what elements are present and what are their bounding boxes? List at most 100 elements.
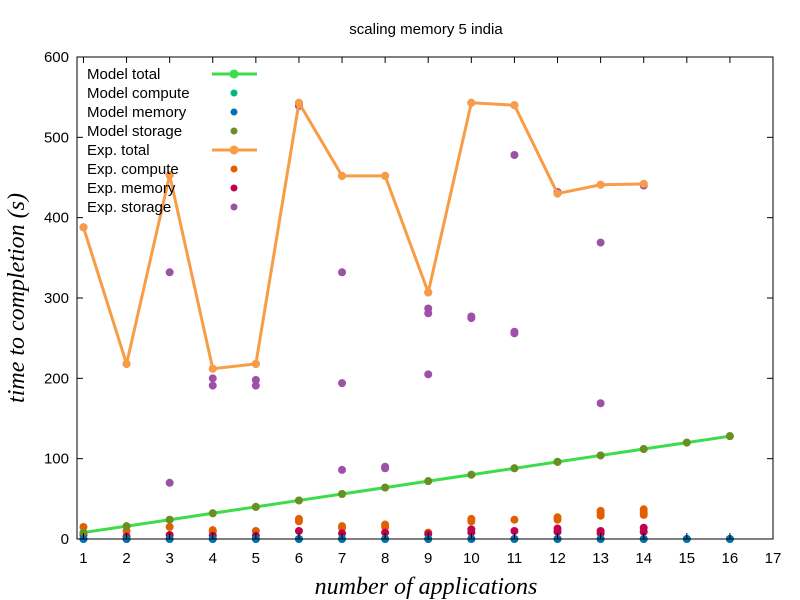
x-tick-label: 17 [765, 550, 782, 567]
legend-entry: Model compute [87, 85, 238, 102]
data-point [510, 151, 519, 160]
legend-marker [229, 145, 239, 155]
data-point [165, 522, 174, 531]
data-point [424, 309, 433, 318]
x-tick-label: 4 [209, 550, 217, 567]
data-point [424, 288, 433, 297]
x-axis-title: number of applications [315, 574, 538, 600]
legend-label: Exp. compute [87, 161, 179, 178]
data-point [596, 238, 605, 247]
data-point [510, 329, 519, 338]
legend-marker [230, 165, 238, 173]
legend-marker [229, 69, 239, 79]
legend-entry: Exp. storage [87, 199, 238, 216]
data-point [208, 381, 217, 390]
legend-label: Exp. memory [87, 180, 176, 197]
data-point [338, 465, 347, 474]
legend-entry: Model memory [87, 104, 238, 121]
data-point [122, 522, 131, 531]
data-point [510, 101, 519, 110]
x-tick-label: 15 [678, 550, 695, 567]
x-tick-label: 13 [592, 550, 609, 567]
series-model-storage [79, 432, 734, 537]
legend-label: Model memory [87, 104, 187, 121]
data-point [208, 364, 217, 373]
legend-label: Exp. total [87, 142, 150, 159]
y-tick-label: 600 [44, 49, 69, 66]
legend-label: Model compute [87, 85, 190, 102]
x-tick-label: 10 [463, 550, 480, 567]
data-point [596, 511, 605, 520]
legend-label: Model total [87, 66, 160, 83]
data-point [596, 399, 605, 408]
x-tick-label: 14 [635, 550, 652, 567]
legend: Model total Model compute Model memory Mode… [87, 66, 257, 216]
data-point [338, 490, 347, 499]
data-point [165, 515, 174, 524]
data-point [381, 171, 390, 180]
data-point [553, 189, 562, 198]
data-point [596, 180, 605, 189]
y-tick-label: 0 [61, 531, 69, 548]
data-point [79, 522, 88, 531]
data-point [294, 517, 303, 526]
y-tick-label: 400 [44, 210, 69, 227]
legend-entry: Model total [87, 66, 257, 83]
data-point [251, 359, 260, 368]
data-point [553, 527, 562, 536]
data-point [251, 502, 260, 511]
data-point [208, 374, 217, 383]
data-point [639, 527, 648, 536]
x-tick-label: 16 [722, 550, 739, 567]
data-point [338, 379, 347, 388]
data-point [682, 438, 691, 447]
x-tick-label: 3 [165, 550, 173, 567]
data-point [338, 268, 347, 277]
chart-title: scaling memory 5 india [349, 21, 503, 38]
data-point [165, 268, 174, 277]
legend-entry: Exp. compute [87, 161, 238, 178]
legend-marker [230, 127, 238, 135]
x-tick-label: 2 [122, 550, 130, 567]
data-point [639, 445, 648, 454]
y-tick-label: 300 [44, 290, 69, 307]
x-tick-label: 8 [381, 550, 389, 567]
legend-marker [230, 89, 238, 97]
legend-label: Exp. storage [87, 199, 171, 216]
series-exp-total [79, 98, 648, 373]
data-point [639, 510, 648, 519]
data-point [294, 526, 303, 535]
legend-marker [230, 203, 238, 211]
x-tick-label: 7 [338, 550, 346, 567]
data-point [381, 483, 390, 492]
x-tick-label: 11 [507, 550, 523, 567]
y-tick-label: 200 [44, 370, 69, 387]
x-tick-label: 9 [424, 550, 432, 567]
data-point [338, 171, 347, 180]
data-point [510, 464, 519, 473]
y-tick-label: 100 [44, 451, 69, 468]
data-point [79, 528, 88, 537]
data-point [165, 478, 174, 487]
data-point [251, 381, 260, 390]
data-point [510, 526, 519, 535]
x-tick-label: 1 [79, 550, 87, 567]
data-point [381, 522, 390, 531]
data-point [79, 223, 88, 232]
data-point [510, 515, 519, 524]
data-point [467, 314, 476, 323]
data-point [251, 375, 260, 384]
data-point [467, 470, 476, 479]
legend-label: Model storage [87, 123, 182, 140]
legend-marker [230, 184, 238, 192]
data-point [424, 477, 433, 486]
data-point [467, 528, 476, 537]
x-tick-label: 6 [295, 550, 303, 567]
data-point [165, 171, 174, 180]
legend-entry: Exp. memory [87, 180, 238, 197]
data-point [208, 509, 217, 518]
axes: 1 2 3 4 5 6 7 8 9 10 11 12 13 14 15 16 17010020030040050… [44, 49, 781, 567]
data-point [338, 523, 347, 532]
legend-entry: Model storage [87, 123, 238, 140]
plot-area [79, 98, 734, 543]
